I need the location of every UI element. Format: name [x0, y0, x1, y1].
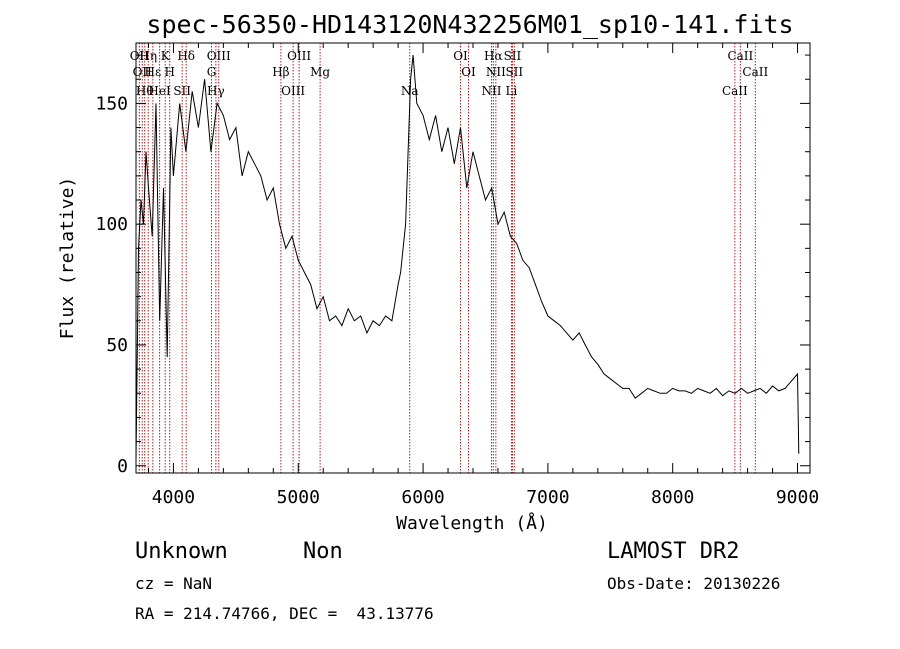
- y-tick-label: 150: [95, 93, 128, 114]
- line-label-li: Li: [506, 84, 518, 98]
- ra-dec: RA = 214.74766, DEC = 43.13776: [135, 604, 434, 623]
- obs-date: Obs-Date: 20130226: [607, 574, 781, 593]
- line-label-mg: Mg: [310, 65, 330, 79]
- line-label-oii: OII: [133, 65, 153, 79]
- line-label-hη: Hη: [139, 49, 157, 63]
- line-label-hβ: Hβ: [272, 65, 289, 79]
- line-label-nii: NII: [481, 84, 501, 98]
- line-label-hei: HeI: [148, 84, 171, 98]
- x-tick-label: 9000: [776, 487, 819, 508]
- line-label-oiii: OIII: [281, 84, 305, 98]
- line-label-oi: OI: [461, 65, 476, 79]
- line-label-oi: OI: [453, 49, 468, 63]
- x-axis-label: Wavelength (Å): [396, 512, 548, 534]
- line-label-sii: SII: [504, 49, 522, 63]
- line-label-k: K: [161, 49, 171, 63]
- x-tick-label: 8000: [651, 487, 694, 508]
- line-label-g: G: [207, 65, 217, 79]
- line-label-hδ: Hδ: [177, 49, 195, 63]
- line-label-caii: CaII: [722, 84, 748, 98]
- line-label-hθ: Hθ: [136, 84, 154, 98]
- y-tick-label: 100: [95, 214, 128, 235]
- line-label-hε: Hε: [145, 65, 162, 79]
- chart-title: spec-56350-HD143120N432256M01_sp10-141.f…: [146, 10, 793, 39]
- x-tick-label: 6000: [401, 487, 444, 508]
- line-label-oii: OII: [130, 49, 150, 63]
- line-label-oiii: OIII: [287, 49, 311, 63]
- survey-name: LAMOST DR2: [607, 539, 740, 564]
- emission-line-labels: OII OII Hθ Hη Hε HeI KH SII Hδ G Hγ OIII Hβ OIII OIII M…: [130, 49, 769, 98]
- y-tick-label: 50: [106, 335, 128, 356]
- line-label-oiii: OIII: [207, 49, 231, 63]
- emission-line-markers: [138, 43, 756, 473]
- spectral-subclass: Non: [303, 539, 343, 564]
- x-tick-label: 4000: [152, 487, 195, 508]
- line-label-sii: SII: [505, 65, 523, 79]
- y-axis-label: Flux (relative): [57, 177, 78, 340]
- line-label-nii: NII: [486, 65, 506, 79]
- x-tick-label: 7000: [526, 487, 569, 508]
- y-axis-ticks: 0 50 100 150: [95, 54, 810, 477]
- line-label-h: H: [164, 65, 174, 79]
- spectrum-series-line: [135, 55, 800, 461]
- x-tick-label: 5000: [277, 487, 320, 508]
- line-label-hα: Hα: [484, 49, 503, 63]
- line-label-caii: CaII: [727, 49, 753, 63]
- redshift-cz: cz = NaN: [135, 574, 213, 593]
- spectral-class: Unknown: [135, 539, 228, 564]
- line-label-sii: SII: [173, 84, 191, 98]
- plot-frame: [135, 42, 811, 474]
- line-label-hγ: Hγ: [207, 84, 225, 98]
- x-axis-ticks: 4000 5000 6000 7000 8000 9000: [147, 43, 819, 508]
- line-label-caii: CaII: [742, 65, 768, 79]
- y-tick-label: 0: [117, 456, 128, 477]
